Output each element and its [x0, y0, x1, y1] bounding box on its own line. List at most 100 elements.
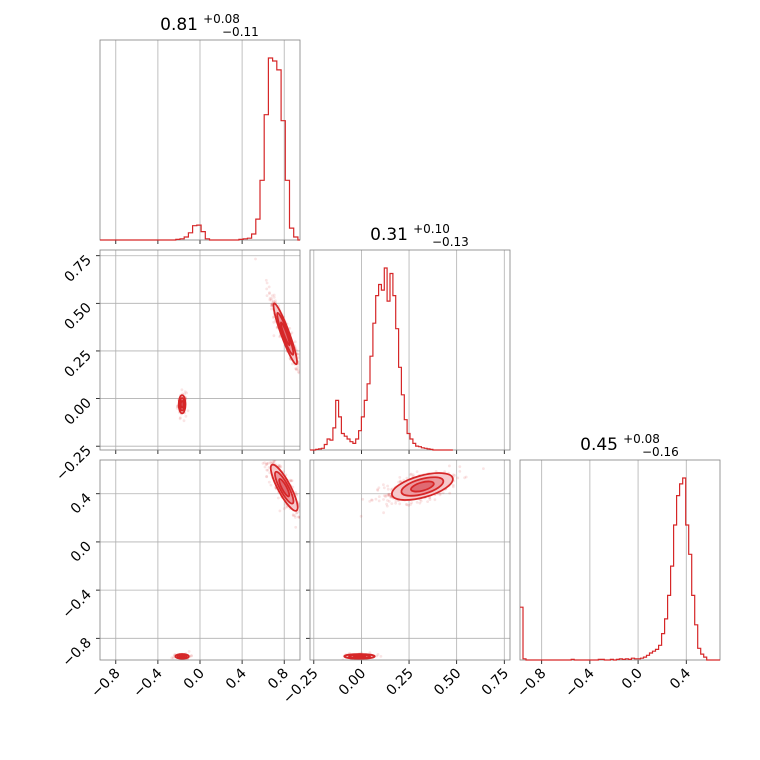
sample-point — [265, 462, 269, 465]
plus-label-2: +0.08 — [623, 432, 660, 446]
sample-point — [407, 504, 411, 507]
sample-point — [277, 496, 280, 500]
sample-point — [263, 452, 266, 455]
sample-point — [269, 483, 273, 487]
median-label-0: 0.81 — [160, 15, 198, 35]
sample-point — [433, 498, 437, 502]
sample-point — [175, 407, 179, 410]
sample-point — [289, 478, 292, 482]
sample-point — [182, 419, 186, 423]
sample-point — [385, 502, 388, 506]
sample-point — [428, 498, 432, 501]
sample-point — [386, 493, 390, 497]
sample-point — [368, 651, 372, 655]
histogram-panel-2: −0.8 −0.4 0.0 0.4 — [514, 459, 721, 701]
density-contour-2 — [410, 480, 435, 493]
sample-point — [178, 417, 182, 421]
sample-point — [308, 524, 311, 527]
sample-point — [279, 465, 283, 469]
density-fill-2 — [410, 481, 434, 492]
sample-point — [269, 453, 272, 456]
sample-point — [434, 470, 438, 473]
sample-point — [269, 298, 273, 302]
sample-point — [382, 511, 385, 515]
sample-point — [398, 502, 402, 506]
samples — [170, 452, 311, 660]
sample-point — [419, 499, 423, 503]
sample-point — [297, 515, 300, 519]
sample-point — [272, 460, 276, 464]
density-contour-0 — [272, 302, 298, 366]
sample-point — [270, 297, 274, 300]
sample-point — [298, 503, 300, 506]
sample-point — [297, 509, 300, 513]
sample-point — [482, 467, 485, 470]
sample-point — [387, 492, 391, 496]
sample-point — [270, 304, 274, 308]
sample-point — [464, 475, 468, 479]
samples — [175, 257, 305, 423]
sample-point — [290, 331, 294, 335]
sample-point — [382, 498, 385, 501]
tick-label-y: 0.75 — [61, 252, 94, 285]
sample-point — [294, 490, 297, 494]
scatter-panel-0-1: −0.25 0.00 0.25 0.50 0.75 — [53, 249, 305, 484]
sample-point — [180, 388, 184, 392]
density-contour-2 — [278, 478, 291, 498]
tick-label-y: 0.0 — [68, 538, 95, 565]
panel-frame — [99, 249, 301, 451]
histogram-panel-0 — [99, 39, 301, 244]
density-contour-0 — [269, 463, 299, 512]
sample-point — [398, 479, 402, 483]
title-param-2: 0.45 +0.08 — [580, 432, 660, 455]
sample-point — [405, 476, 409, 480]
minus-label-0: −0.11 — [222, 25, 259, 39]
sample-point — [265, 287, 269, 291]
sample-point — [271, 461, 275, 465]
sample-point — [448, 464, 451, 468]
title-param-0: 0.81 +0.08 — [160, 12, 240, 35]
sample-point — [368, 500, 372, 503]
sample-point — [294, 525, 298, 529]
sample-point — [269, 461, 273, 465]
sample-point — [295, 368, 298, 372]
sample-point — [377, 499, 381, 503]
sample-point — [463, 476, 466, 480]
sample-point — [384, 494, 388, 497]
sample-point — [439, 492, 442, 495]
density-contour-0 — [177, 394, 187, 415]
panel-frame — [519, 459, 721, 661]
tick-label-x: 0.0 — [181, 666, 208, 693]
sample-point — [263, 461, 266, 465]
sample-point — [453, 474, 456, 477]
histogram-step-2 — [520, 477, 720, 661]
sample-point — [179, 416, 182, 419]
minus-label-1: −0.13 — [432, 235, 469, 249]
tick-label-x: −0.8 — [88, 666, 123, 701]
sample-point — [294, 492, 298, 496]
sample-point — [302, 376, 305, 379]
sample-point — [382, 483, 385, 487]
sample-point — [272, 320, 276, 324]
sample-point — [428, 496, 431, 500]
sample-point — [265, 475, 268, 479]
sample-point — [458, 470, 462, 473]
panel-frame — [309, 249, 511, 451]
histogram-panel-1 — [309, 249, 511, 454]
sample-point — [441, 491, 445, 495]
sample-point — [297, 356, 300, 359]
sample-point — [272, 334, 276, 338]
sample-point — [264, 463, 268, 466]
scatter-panel-1-2: −0.25 0.00 0.25 0.50 0.75 — [280, 459, 512, 707]
minus-label-2: −0.16 — [642, 445, 679, 459]
sample-point — [394, 501, 397, 505]
sample-point — [295, 511, 298, 515]
histogram-step-0 — [100, 57, 300, 241]
sample-point — [300, 499, 303, 502]
sample-point — [291, 362, 294, 366]
sample-point — [452, 473, 455, 477]
sample-point — [376, 489, 380, 492]
sample-point — [300, 508, 303, 511]
sample-point — [415, 500, 419, 504]
sample-point — [294, 367, 297, 370]
